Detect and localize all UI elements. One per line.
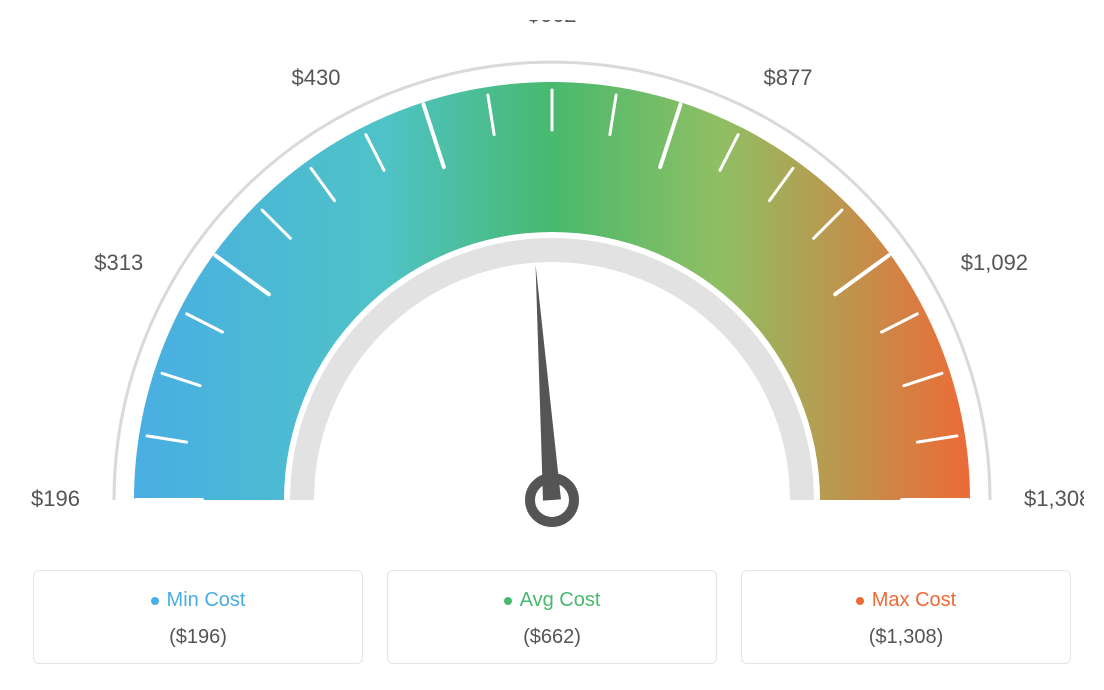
legend-card-avg: Avg Cost ($662) <box>387 570 717 664</box>
legend-value-min: ($196) <box>44 626 352 649</box>
svg-text:$877: $877 <box>764 65 813 90</box>
gauge-svg: $196 $313 $430 $662 $877 $1,092 $1,308 <box>20 20 1084 540</box>
legend-title-min: Min Cost <box>151 589 246 612</box>
gauge-chart: $196 $313 $430 $662 $877 $1,092 $1,308 <box>20 20 1084 540</box>
svg-text:$1,092: $1,092 <box>961 250 1028 275</box>
legend-value-avg: ($662) <box>398 626 706 649</box>
svg-text:$1,308: $1,308 <box>1024 486 1084 511</box>
cost-gauge-widget: $196 $313 $430 $662 $877 $1,092 $1,308 Min Cos… <box>20 20 1084 664</box>
legend-label-avg: Avg Cost <box>520 589 601 612</box>
legend-label-min: Min Cost <box>167 589 246 612</box>
svg-text:$313: $313 <box>94 250 143 275</box>
legend-dot-max <box>856 597 864 605</box>
legend-value-max: ($1,308) <box>752 626 1060 649</box>
legend-dot-min <box>151 597 159 605</box>
legend-title-max: Max Cost <box>856 589 956 612</box>
legend-card-max: Max Cost ($1,308) <box>741 570 1071 664</box>
legend-title-avg: Avg Cost <box>504 589 601 612</box>
legend-card-min: Min Cost ($196) <box>33 570 363 664</box>
legend-row: Min Cost ($196) Avg Cost ($662) Max Cost… <box>20 570 1084 664</box>
svg-text:$430: $430 <box>292 65 341 90</box>
svg-text:$662: $662 <box>528 20 577 27</box>
legend-dot-avg <box>504 597 512 605</box>
legend-label-max: Max Cost <box>872 589 956 612</box>
svg-text:$196: $196 <box>31 486 80 511</box>
